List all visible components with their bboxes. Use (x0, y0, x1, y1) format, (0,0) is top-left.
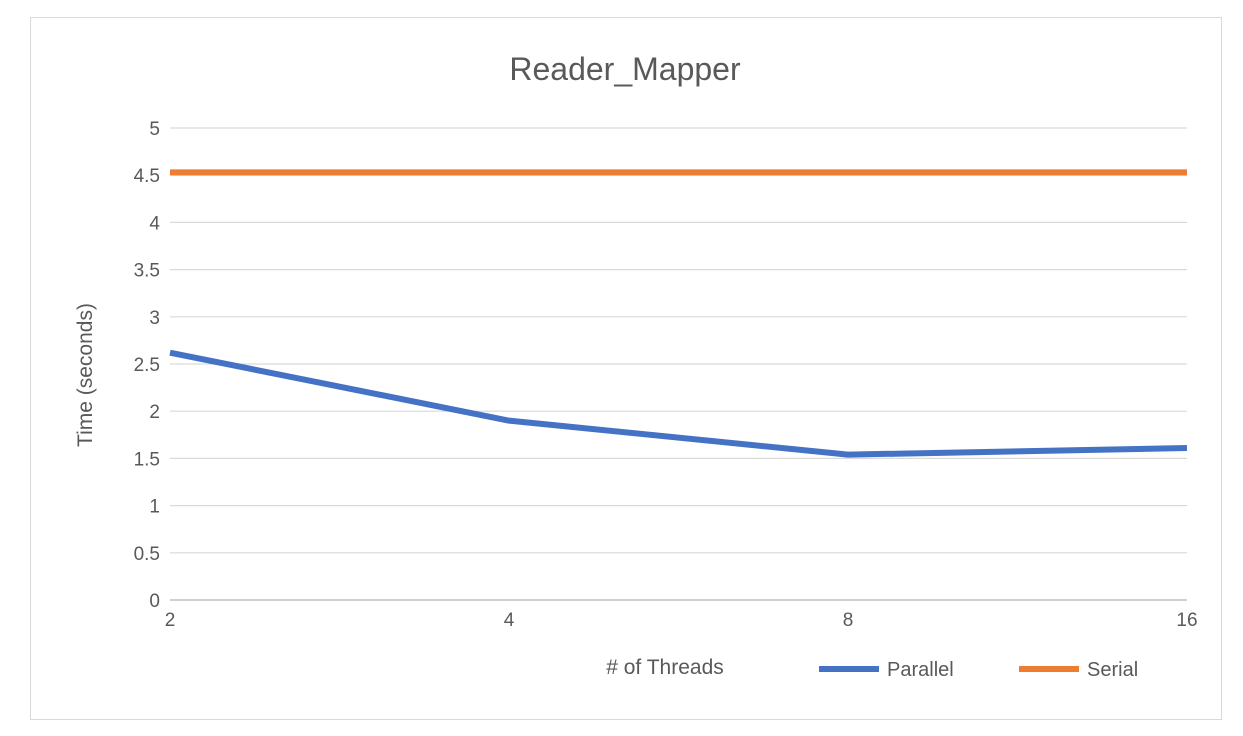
x-tick-labels: 2 4 8 16 (165, 610, 1198, 631)
y-tick-label: 3.5 (134, 261, 160, 282)
y-tick-label: 0.5 (134, 544, 160, 565)
x-axis-title: # of Threads (606, 656, 724, 679)
y-tick-label: 4 (149, 213, 160, 234)
y-tick-label: 5 (149, 119, 160, 140)
y-tick-label: 2.5 (134, 355, 160, 376)
x-tick-label: 2 (165, 610, 176, 631)
y-axis-title: Time (seconds) (74, 303, 97, 447)
x-tick-label: 8 (843, 610, 854, 631)
y-tick-label: 4.5 (134, 166, 160, 187)
legend-label-parallel: Parallel (887, 659, 954, 681)
x-tick-label: 16 (1176, 610, 1197, 631)
series-line-parallel (169, 349, 1188, 458)
y-tick-label: 0 (149, 591, 160, 612)
y-tick-label: 1.5 (134, 449, 160, 470)
y-tick-label: 3 (149, 308, 160, 329)
y-tick-label: 1 (149, 497, 160, 518)
legend: Parallel Serial (819, 659, 1138, 681)
series-lines (169, 169, 1188, 458)
y-tick-label: 2 (149, 402, 160, 423)
gridlines (170, 127, 1187, 601)
y-tick-labels: 0 0.5 1 1.5 2 2.5 3 3.5 4 4.5 5 (134, 119, 161, 612)
chart-frame (30, 17, 1222, 720)
x-tick-label: 4 (504, 610, 515, 631)
chart-title: Reader_Mapper (509, 51, 741, 87)
legend-label-serial: Serial (1087, 659, 1138, 681)
